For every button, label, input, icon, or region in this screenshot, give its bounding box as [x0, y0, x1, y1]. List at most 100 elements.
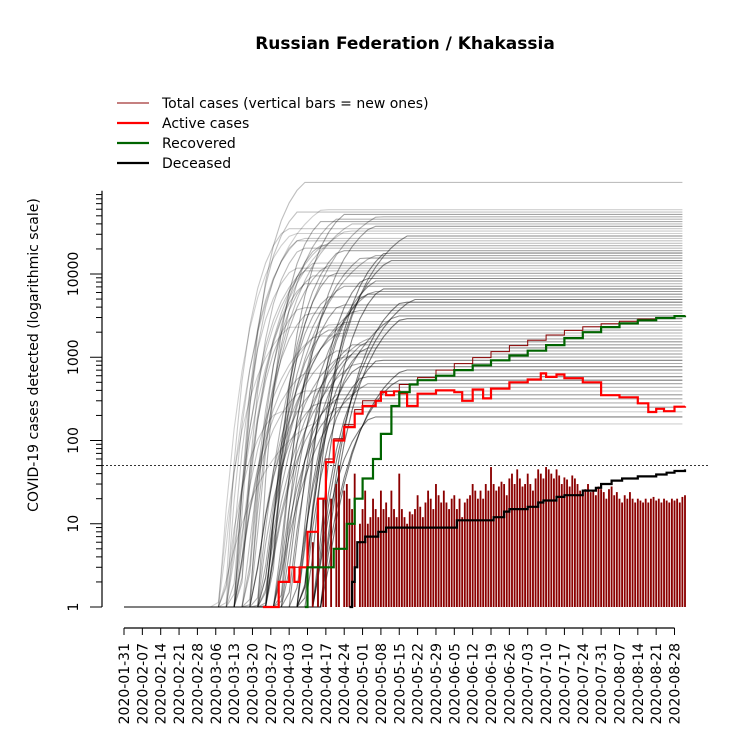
new-cases-bar	[361, 509, 364, 607]
x-tick-label: 2020-04-17	[319, 643, 335, 724]
new-cases-bar	[545, 467, 547, 607]
new-cases-bar	[490, 467, 492, 607]
new-cases-bar	[655, 500, 658, 607]
new-cases-bar	[670, 498, 673, 607]
new-cases-bar	[469, 495, 471, 607]
x-tick-label: 2020-05-22	[411, 643, 427, 724]
new-cases-bar	[382, 509, 385, 607]
y-tick-label: 1000	[66, 339, 82, 375]
new-cases-bar	[311, 542, 314, 607]
x-tick-label: 2020-08-14	[631, 643, 647, 724]
series-lines	[262, 315, 687, 609]
series-line-3	[349, 469, 687, 609]
new-cases-bar	[663, 498, 665, 607]
comparison-line	[124, 221, 683, 608]
new-cases-bar	[563, 477, 566, 607]
new-cases-bar	[636, 498, 639, 607]
new-cases-bar	[529, 484, 532, 607]
comparison-line	[124, 218, 683, 608]
legend-label: Deceased	[162, 156, 231, 172]
new-cases-bar	[524, 484, 527, 607]
new-cases-bar	[466, 498, 469, 607]
x-tick-label: 2020-05-29	[429, 643, 445, 724]
new-cases-bar	[621, 502, 624, 607]
new-cases-bar	[476, 498, 479, 607]
x-tick-label: 2020-06-19	[484, 643, 500, 724]
comparison-line	[124, 270, 683, 608]
x-tick-label: 2020-01-31	[117, 643, 133, 724]
x-tick-label: 2020-04-03	[282, 643, 298, 724]
new-cases-bar	[513, 484, 516, 607]
new-cases-bar	[613, 495, 616, 607]
new-cases-bar	[445, 502, 448, 607]
new-cases-bar	[681, 496, 684, 607]
new-cases-bar	[456, 509, 458, 607]
new-cases-bar	[573, 478, 576, 607]
new-cases-bar	[369, 517, 372, 607]
new-cases-bar	[571, 475, 574, 607]
new-cases-bar	[353, 473, 356, 607]
new-cases-bar	[592, 490, 595, 607]
legend-label: Recovered	[162, 136, 236, 152]
new-cases-bars	[306, 465, 686, 607]
new-cases-bar	[448, 509, 450, 607]
new-cases-bar	[335, 484, 338, 607]
new-cases-bar	[516, 469, 519, 607]
new-cases-bar	[424, 502, 427, 607]
comparison-line	[124, 225, 683, 608]
new-cases-bar	[660, 502, 663, 607]
comparison-line	[124, 242, 683, 608]
x-tick-label: 2020-08-21	[649, 643, 665, 724]
comparison-line	[124, 230, 683, 608]
new-cases-bar	[421, 517, 424, 607]
new-cases-bar	[398, 473, 401, 607]
new-cases-bar	[479, 490, 482, 607]
new-cases-bar	[518, 478, 521, 607]
new-cases-bar	[547, 469, 550, 607]
new-cases-bar	[626, 498, 629, 607]
new-cases-bar	[581, 495, 584, 607]
x-tick-label: 2020-06-12	[466, 643, 482, 724]
new-cases-bar	[550, 473, 553, 607]
new-cases-bar	[503, 484, 506, 607]
new-cases-bar	[526, 473, 529, 607]
new-cases-bar	[642, 502, 644, 607]
comparison-line	[124, 288, 683, 608]
x-tick-label: 2020-04-10	[301, 643, 317, 724]
new-cases-bar	[631, 498, 634, 607]
new-cases-bar	[359, 523, 361, 607]
new-cases-bar	[364, 490, 367, 607]
legend: Total cases (vertical bars = new ones) Ac…	[117, 96, 429, 172]
new-cases-bar	[652, 496, 655, 607]
comparison-line	[124, 232, 683, 608]
new-cases-bar	[594, 495, 597, 607]
y-axis-label: COVID-19 cases detected (logarithmic sca…	[26, 198, 42, 512]
new-cases-bar	[676, 498, 679, 607]
new-cases-bar	[602, 492, 605, 607]
x-tick-label: 2020-07-03	[521, 643, 537, 724]
new-cases-bar	[474, 490, 477, 607]
x-tick-label: 2020-04-24	[337, 643, 353, 724]
x-tick-label: 2020-07-17	[557, 643, 573, 724]
new-cases-bar	[650, 498, 652, 607]
new-cases-bar	[608, 489, 610, 607]
new-cases-bar	[406, 523, 409, 607]
new-cases-bar	[338, 465, 340, 607]
new-cases-bar	[419, 506, 422, 607]
comparison-line	[124, 267, 683, 608]
new-cases-bar	[668, 502, 671, 607]
new-cases-bar	[492, 484, 495, 607]
new-cases-bar	[566, 479, 568, 607]
comparison-line	[124, 240, 683, 608]
new-cases-bar	[618, 498, 621, 607]
new-cases-bar	[521, 486, 524, 607]
comparison-line	[124, 252, 683, 608]
series-line-1	[262, 372, 687, 609]
new-cases-bar	[429, 498, 432, 607]
x-tick-label: 2020-03-27	[264, 643, 280, 724]
new-cases-bar	[461, 517, 464, 607]
new-cases-bar	[484, 484, 487, 607]
new-cases-bar	[508, 478, 511, 607]
chart-title: Russian Federation / Khakassia	[255, 34, 555, 54]
new-cases-bar	[453, 495, 456, 607]
